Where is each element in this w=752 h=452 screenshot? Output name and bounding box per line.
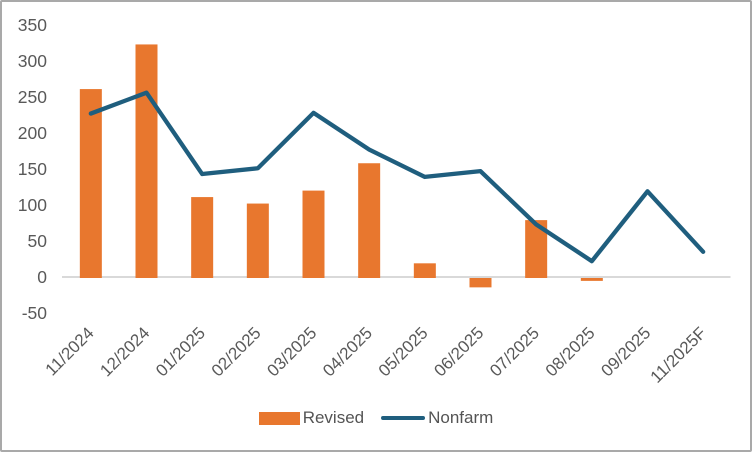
x-tick-label: 04/2025 xyxy=(319,323,376,380)
bar-revised xyxy=(358,163,381,278)
legend-label-nonfarm: Nonfarm xyxy=(428,408,494,427)
bar-revised xyxy=(580,278,603,281)
bar-revised xyxy=(246,203,269,278)
bar-revised xyxy=(302,190,325,278)
bar-revised xyxy=(469,278,492,288)
bar-revised xyxy=(413,263,436,278)
bar-revised xyxy=(191,197,214,278)
y-tick-label: -50 xyxy=(22,303,48,323)
y-tick-label: 300 xyxy=(18,51,47,71)
chart-legend: Revised Nonfarm xyxy=(2,408,750,428)
x-tick-label: 09/2025 xyxy=(597,323,654,380)
revised-swatch-icon xyxy=(258,411,300,425)
x-tick-label: 05/2025 xyxy=(375,323,432,380)
x-tick-label: 07/2025 xyxy=(486,323,543,380)
x-tick-label: 02/2025 xyxy=(208,323,265,380)
x-tick-label: 06/2025 xyxy=(430,323,487,380)
y-tick-label: 200 xyxy=(18,123,47,143)
line-nonfarm xyxy=(88,90,706,264)
legend-item-nonfarm: Nonfarm xyxy=(381,408,493,428)
x-tick-label: 11/2024 xyxy=(42,323,98,379)
y-tick-label: 150 xyxy=(18,159,47,179)
y-tick-label: 0 xyxy=(37,267,47,287)
bar-revised xyxy=(525,220,548,278)
bar-revised xyxy=(135,44,158,278)
x-tick-label: 03/2025 xyxy=(263,323,320,380)
legend-label-revised: Revised xyxy=(302,408,365,427)
y-tick-label: 50 xyxy=(28,231,48,251)
legend-item-revised: Revised xyxy=(258,408,365,428)
bar-revised xyxy=(79,89,102,278)
x-tick-label: 08/2025 xyxy=(542,323,599,380)
nonfarm-line-swatch-icon xyxy=(381,415,426,421)
x-tick-label: 11/2025F xyxy=(647,323,710,386)
y-tick-label: 250 xyxy=(18,87,47,107)
y-tick-label: 100 xyxy=(18,195,47,215)
x-tick-label: 01/2025 xyxy=(152,323,209,380)
y-tick-label: 350 xyxy=(18,15,47,35)
x-tick-label: 12/2024 xyxy=(96,323,153,380)
